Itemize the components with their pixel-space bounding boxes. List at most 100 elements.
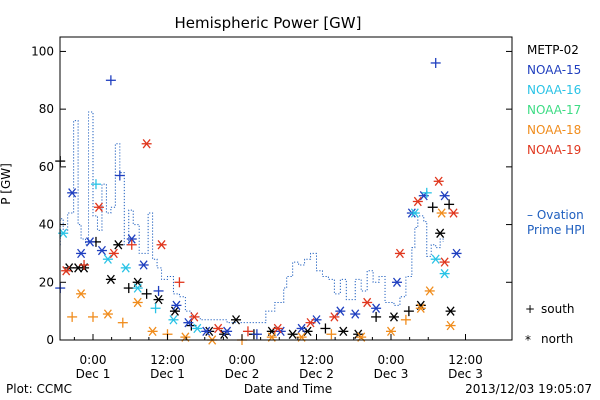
x-tick-time: 12:00: [448, 353, 483, 367]
north-point-metp-02: [388, 312, 399, 322]
south-point-noaa-18: [326, 329, 337, 340]
north-point-noaa-15: [126, 234, 137, 244]
marker-key-south-label: south: [541, 302, 575, 316]
north-point-noaa-19: [213, 323, 224, 334]
ovation-hpi-line: [59, 111, 444, 324]
north-point-noaa-15: [371, 303, 382, 313]
north-point-noaa-19: [362, 297, 373, 308]
south-point-metp-02: [123, 283, 134, 294]
ovation-label-line2: Prime HPI: [527, 223, 585, 237]
south-point-noaa-19: [174, 277, 185, 288]
south-point-metp-02: [371, 311, 382, 322]
y-axis-label: P [GW]: [0, 163, 13, 205]
south-point-noaa-15: [105, 75, 116, 86]
data-points: [55, 57, 462, 345]
north-point-noaa-19: [108, 248, 119, 259]
x-axis-label: Date and Time: [244, 382, 332, 396]
marker-key-south-symbol: +: [525, 302, 535, 316]
north-point-noaa-16: [439, 268, 450, 279]
north-point-noaa-16: [120, 263, 131, 273]
north-point-noaa-18: [436, 208, 447, 218]
legend-entry-noaa-17: NOAA-17: [527, 103, 581, 117]
ovation-label-line1: – Ovation: [527, 208, 584, 222]
south-point-noaa-19: [126, 239, 137, 250]
north-point-noaa-19: [305, 317, 316, 328]
north-point-noaa-15: [296, 323, 307, 334]
north-point-noaa-19: [189, 312, 200, 322]
south-point-noaa-16: [90, 179, 101, 190]
north-point-noaa-15: [67, 188, 78, 198]
south-point-noaa-15: [251, 329, 262, 340]
south-point-noaa-15: [153, 285, 164, 296]
north-point-noaa-16: [168, 315, 179, 325]
chart-title: Hemispheric Power [GW]: [175, 14, 362, 32]
x-tick-time: 12:00: [299, 353, 334, 367]
south-point-noaa-19: [79, 259, 90, 270]
south-point-noaa-18: [67, 311, 78, 322]
south-point-noaa-18: [400, 314, 411, 325]
north-point-noaa-19: [156, 240, 167, 250]
north-point-noaa-15: [439, 191, 450, 201]
north-point-noaa-18: [445, 320, 456, 331]
y-tick-label: 100: [31, 44, 54, 58]
north-point-noaa-15: [391, 277, 402, 287]
y-tick-label: 20: [39, 275, 54, 289]
x-tick-date: Dec 1: [76, 367, 111, 381]
north-point-noaa-15: [335, 306, 346, 316]
x-tick-time: 12:00: [150, 353, 185, 367]
north-point-metp-02: [153, 294, 164, 305]
north-point-noaa-16: [409, 208, 420, 218]
north-point-metp-02: [105, 274, 116, 285]
north-point-noaa-18: [424, 286, 435, 296]
north-point-noaa-15: [451, 248, 462, 259]
south-point-metp-02: [141, 288, 152, 299]
x-tick-date: Dec 2: [225, 367, 260, 381]
south-point-metp-02: [403, 306, 414, 317]
ovation-layer: [59, 111, 444, 324]
x-tick-time: 0:00: [80, 353, 107, 367]
north-point-metp-02: [287, 329, 298, 339]
north-point-noaa-15: [96, 245, 107, 256]
plot-frame: [59, 36, 513, 341]
legend-entry-metp-02: METP-02: [527, 43, 579, 57]
north-point-metp-02: [132, 277, 143, 287]
north-point-noaa-19: [272, 323, 283, 334]
north-point-noaa-16: [132, 283, 143, 293]
marker-key-north-symbol: *: [525, 333, 531, 347]
north-point-noaa-15: [222, 326, 233, 337]
north-point-metp-02: [231, 315, 242, 325]
south-point-metp-02: [320, 323, 331, 334]
north-point-noaa-15: [171, 300, 182, 311]
north-point-noaa-19: [394, 248, 405, 259]
north-point-noaa-15: [201, 326, 212, 337]
x-tick-date: Dec 3: [448, 367, 483, 381]
north-point-noaa-16: [192, 323, 203, 334]
north-point-noaa-15: [85, 237, 96, 247]
legend-entry-noaa-18: NOAA-18: [527, 123, 581, 137]
south-point-noaa-15: [114, 170, 125, 181]
north-point-noaa-18: [132, 297, 143, 308]
north-point-noaa-19: [141, 139, 152, 149]
x-tick-time: 0:00: [378, 353, 405, 367]
x-tick-date: Dec 2: [299, 367, 334, 381]
north-point-metp-02: [169, 306, 180, 316]
north-point-metp-02: [113, 240, 124, 250]
north-point-noaa-15: [76, 248, 87, 259]
y-ticks: 0 20 40 60 80 100: [31, 44, 512, 347]
legend: METP-02 NOAA-15 NOAA-16 NOAA-17 NOAA-18 NOAA-…: [527, 43, 581, 157]
y-tick-label: 0: [46, 333, 54, 347]
marker-key-north-label: north: [541, 332, 573, 346]
x-tick-date: Dec 1: [150, 367, 185, 381]
north-point-noaa-19: [448, 208, 459, 218]
marker-key-south: + south: [525, 302, 575, 316]
south-point-noaa-18: [88, 311, 98, 322]
north-point-noaa-16: [102, 254, 113, 264]
north-point-noaa-15: [350, 309, 361, 319]
north-point-noaa-15: [183, 317, 194, 328]
north-point-noaa-19: [93, 202, 104, 212]
north-point-noaa-18: [147, 326, 158, 337]
legend-entry-noaa-15: NOAA-15: [527, 63, 581, 77]
north-point-metp-02: [338, 326, 349, 337]
